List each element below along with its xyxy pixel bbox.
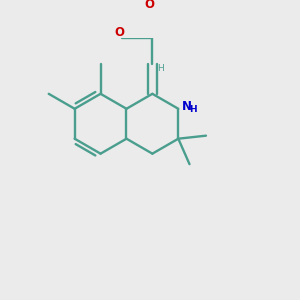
- Text: N: N: [182, 100, 192, 113]
- Text: O: O: [114, 26, 124, 39]
- Text: H: H: [189, 105, 197, 114]
- Text: O: O: [144, 0, 154, 11]
- Text: H: H: [157, 64, 164, 73]
